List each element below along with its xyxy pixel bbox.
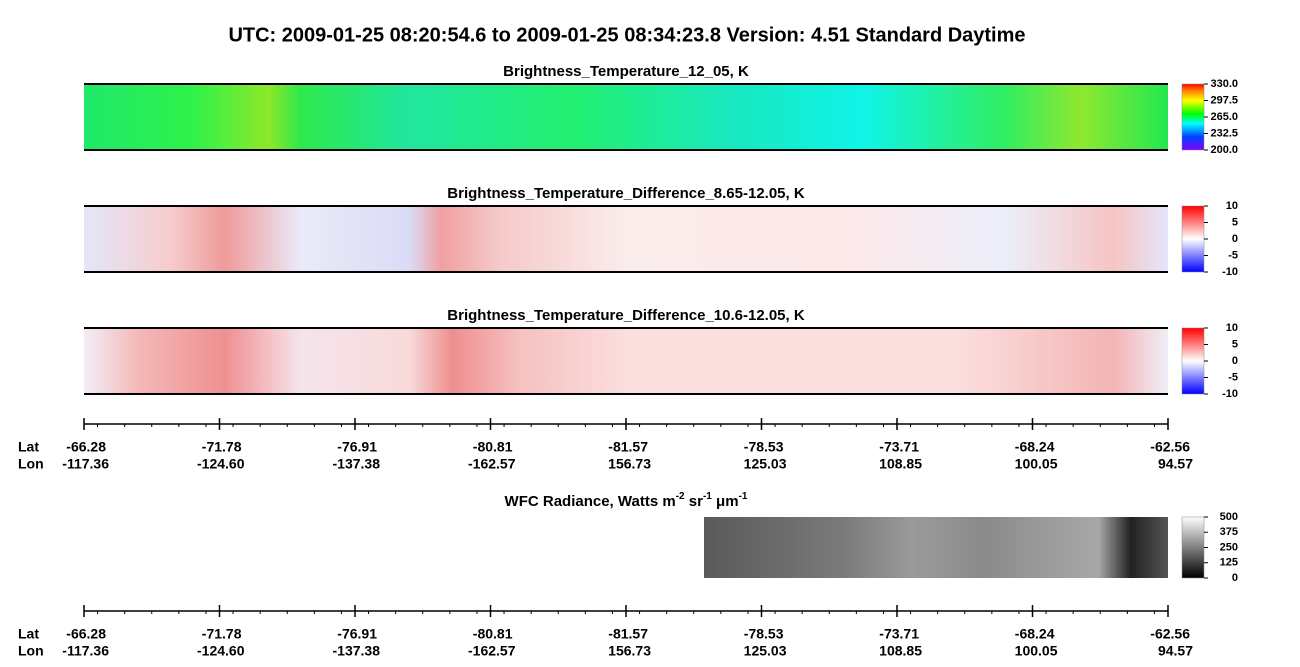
lat-label: -73.71 [879,626,919,642]
lat-label: -80.81 [473,626,513,642]
lat-label: -78.53 [744,439,784,455]
lon-label: -137.38 [333,456,381,472]
lat-label: -76.91 [337,439,377,455]
colorbar-label: 500 [1220,511,1238,523]
colorbar [1181,516,1205,579]
title-part: μm [712,493,739,510]
lon-label: -137.38 [333,643,381,659]
lat-label: -66.28 [66,439,106,455]
colorbar-label: 125 [1220,557,1238,569]
colorbar-label: 10 [1226,200,1238,212]
lon-label: -162.57 [468,643,516,659]
colorbar-label: 375 [1220,526,1238,538]
lat-label: -81.57 [608,626,648,642]
lat-label: -68.24 [1015,439,1055,455]
title-part: sr [685,493,704,510]
image-strip [84,206,1168,272]
colorbar-label: -5 [1228,371,1238,383]
lon-label: -124.60 [197,643,245,659]
colorbar-label: 232.5 [1210,127,1238,139]
axis-row-label: Lat [18,626,39,642]
axis-row-label: Lon [18,456,44,472]
title-part: -1 [739,491,748,502]
colorbar-label: -10 [1222,388,1238,400]
colorbar-label: 0 [1232,355,1238,367]
colorbar-label: 330.0 [1210,78,1238,90]
title-part: -1 [703,491,712,502]
page-title: UTC: 2009-01-25 08:20:54.6 to 2009-01-25… [228,24,1025,46]
colorbar-label: -5 [1228,249,1238,261]
lon-label: 100.05 [1015,643,1058,659]
lon-label: 94.57 [1158,456,1193,472]
colorbar-label: 200.0 [1210,144,1238,156]
colorbar-label: 250 [1220,541,1238,553]
lon-label: 108.85 [879,643,922,659]
lat-label: -76.91 [337,626,377,642]
title-part: WFC Radiance, Watts m [505,493,676,510]
panel-title: Brightness_Temperature_Difference_8.65-1… [447,185,805,202]
title-part: -2 [676,491,685,502]
lat-label: -62.56 [1150,439,1190,455]
axis-row-label: Lat [18,439,39,455]
lon-label: 108.85 [879,456,922,472]
lat-label: -81.57 [608,439,648,455]
colorbar-label: -10 [1222,266,1238,278]
colorbar-label: 265.0 [1210,111,1238,123]
lon-label: 125.03 [744,456,787,472]
lat-label: -66.28 [66,626,106,642]
lon-label: 94.57 [1158,643,1193,659]
colorbar-label: 5 [1232,338,1238,350]
colorbar-label: 10 [1226,322,1238,334]
lat-label: -78.53 [744,626,784,642]
lat-label: -62.56 [1150,626,1190,642]
lat-label: -71.78 [202,626,242,642]
colorbar-label: 0 [1232,572,1238,584]
lon-label: -117.36 [62,456,109,472]
lat-label: -71.78 [202,439,242,455]
wfc-title: WFC Radiance, Watts m-2 sr-1 μm-1 [505,491,748,510]
axis-row-label: Lon [18,643,44,659]
image-strip [84,84,1168,150]
colorbar [1181,205,1205,273]
lon-label: 125.03 [744,643,787,659]
lat-label: -73.71 [879,439,919,455]
lon-label: 156.73 [608,456,651,472]
colorbar-label: 0 [1232,233,1238,245]
colorbar [1181,327,1205,395]
lon-label: -124.60 [197,456,245,472]
lon-label: 100.05 [1015,456,1058,472]
lon-label: -162.57 [468,456,516,472]
panel-title: Brightness_Temperature_12_05, K [503,63,749,80]
panel-title: Brightness_Temperature_Difference_10.6-1… [447,307,805,324]
lon-label: -117.36 [62,643,109,659]
lat-label: -80.81 [473,439,513,455]
colorbar [1181,83,1205,151]
lat-label: -68.24 [1015,626,1055,642]
lon-label: 156.73 [608,643,651,659]
colorbar-label: 297.5 [1210,94,1238,106]
image-strip [84,328,1168,394]
wfc-image [704,517,1168,578]
colorbar-label: 5 [1232,216,1238,228]
